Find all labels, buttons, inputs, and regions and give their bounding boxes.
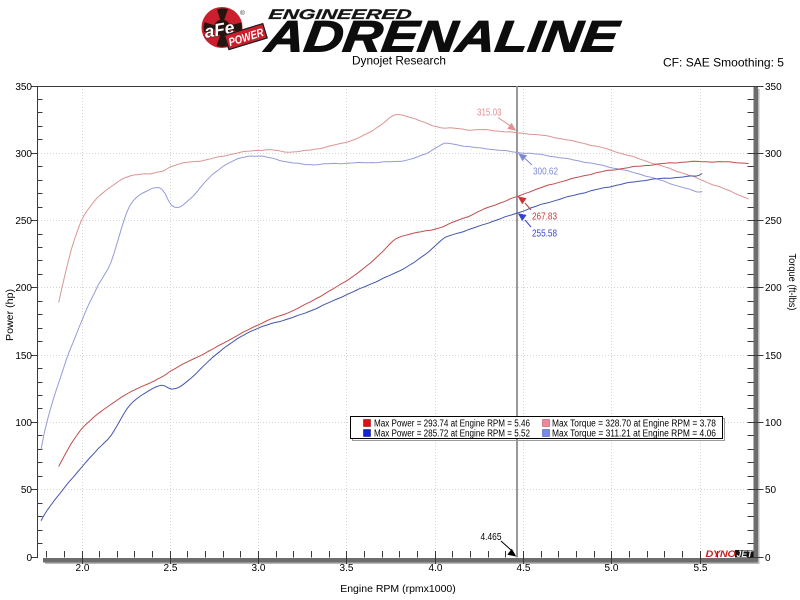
svg-text:300: 300 (765, 149, 782, 160)
svg-text:2.5: 2.5 (164, 563, 178, 574)
svg-text:255.58: 255.58 (532, 228, 557, 240)
svg-text:0: 0 (765, 553, 771, 564)
svg-text:Max Torque = 328.70 at Engine: Max Torque = 328.70 at Engine RPM = 3.78 (552, 419, 716, 430)
svg-text:315.03: 315.03 (477, 107, 502, 119)
svg-text:Max Power = 293.74 at Engine R: Max Power = 293.74 at Engine RPM = 5.46 (374, 419, 530, 430)
svg-text:300.62: 300.62 (533, 166, 558, 178)
svg-text:4.465: 4.465 (481, 531, 502, 543)
svg-text:ENGINEERED: ENGINEERED (268, 6, 413, 22)
svg-text:Max Torque = 311.21 at Engine: Max Torque = 311.21 at Engine RPM = 4.06 (552, 429, 716, 440)
svg-text:0: 0 (26, 553, 32, 564)
svg-text:250: 250 (765, 216, 782, 227)
svg-text:350: 350 (15, 82, 32, 93)
svg-text:250: 250 (15, 216, 32, 227)
svg-text:267.83: 267.83 (532, 211, 557, 223)
svg-text:aFe: aFe (203, 17, 236, 42)
svg-text:3.5: 3.5 (340, 563, 354, 574)
svg-text:100: 100 (15, 418, 32, 429)
svg-text:150: 150 (765, 351, 782, 362)
svg-text:Power (hp): Power (hp) (4, 289, 16, 341)
svg-text:DYNO: DYNO (706, 549, 737, 560)
svg-text:ADRENALINE: ADRENALINE (261, 13, 623, 62)
svg-text:150: 150 (15, 351, 32, 362)
svg-text:®: ® (240, 9, 245, 17)
svg-text:50: 50 (765, 485, 777, 496)
svg-text:JET: JET (737, 549, 754, 559)
svg-text:350: 350 (765, 82, 782, 93)
svg-text:4.5: 4.5 (517, 563, 531, 574)
svg-text:Dynojet Research: Dynojet Research (352, 54, 446, 68)
svg-text:4.0: 4.0 (429, 563, 443, 574)
svg-text:Max Power = 285.72 at Engine R: Max Power = 285.72 at Engine RPM = 5.52 (374, 429, 530, 440)
svg-text:100: 100 (765, 418, 782, 429)
svg-text:200: 200 (765, 283, 782, 294)
svg-text:2.0: 2.0 (76, 563, 90, 574)
svg-text:CF: SAE Smoothing: 5: CF: SAE Smoothing: 5 (663, 56, 784, 70)
svg-text:200: 200 (15, 283, 32, 294)
svg-text:5.0: 5.0 (605, 563, 619, 574)
svg-text:300: 300 (15, 149, 32, 160)
svg-text:Torque (ft-lbs): Torque (ft-lbs) (786, 254, 797, 311)
svg-text:50: 50 (21, 485, 33, 496)
svg-text:3.0: 3.0 (252, 563, 266, 574)
svg-text:5.5: 5.5 (694, 563, 708, 574)
svg-text:Engine RPM (rpmx1000): Engine RPM (rpmx1000) (340, 583, 456, 595)
